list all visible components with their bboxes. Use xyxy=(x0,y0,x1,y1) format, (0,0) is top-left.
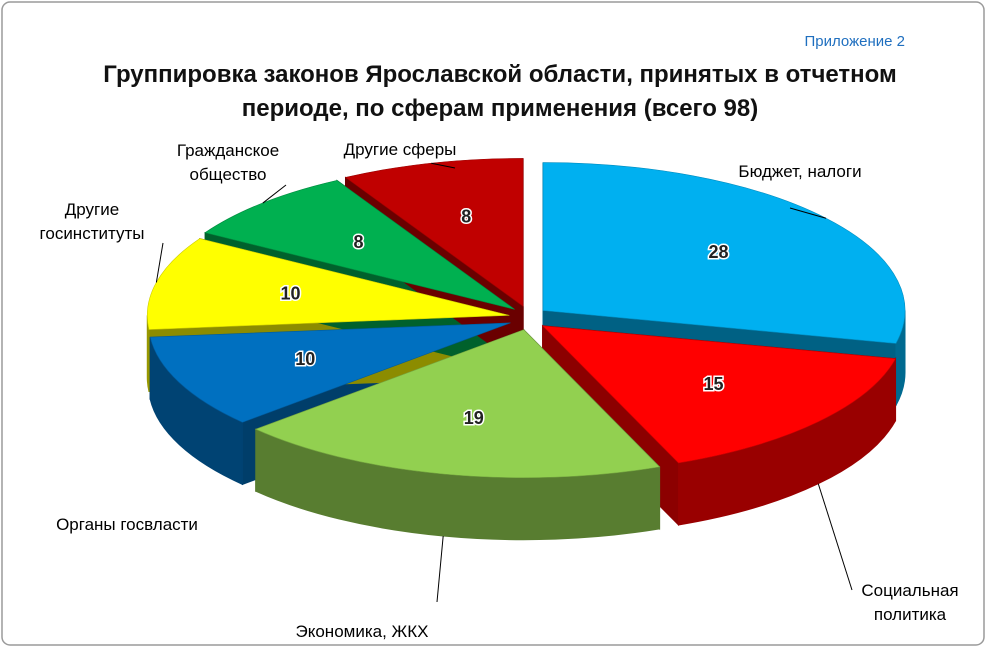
tops: 28 15 19 10 10 8 8 xyxy=(147,158,906,478)
data-label: 19 xyxy=(464,408,484,428)
leader-line xyxy=(155,242,164,283)
leader-line xyxy=(789,207,827,219)
category-label: Бюджет, налоги xyxy=(738,162,862,181)
data-label: 8 xyxy=(461,206,471,226)
leader-line xyxy=(262,184,287,204)
data-label: 10 xyxy=(280,284,300,304)
leader-line xyxy=(431,162,456,169)
slice xyxy=(204,180,515,310)
category-label: Другие госинституты xyxy=(39,200,145,243)
data-label: 10 xyxy=(295,349,315,369)
category-label: Другие сферы xyxy=(343,140,457,159)
leaders xyxy=(155,162,853,603)
leader-line xyxy=(817,483,853,591)
data-label: 15 xyxy=(704,374,724,394)
category-label: Экономика, ЖКХ xyxy=(295,622,429,641)
annotation: Приложение 2 xyxy=(804,33,906,50)
data-label: 28 xyxy=(708,242,728,262)
category-label: Гражданское общество xyxy=(176,141,280,184)
category-label: Социальная политика xyxy=(861,581,959,624)
slice xyxy=(541,325,897,464)
category-label: Органы госвласти xyxy=(56,515,198,534)
leader-line xyxy=(436,535,444,603)
slice xyxy=(149,322,511,423)
slice xyxy=(254,329,661,478)
data-label: 8 xyxy=(353,232,363,252)
chart-title: Группировка законов Ярославской области,… xyxy=(103,61,897,122)
slice xyxy=(344,158,524,307)
